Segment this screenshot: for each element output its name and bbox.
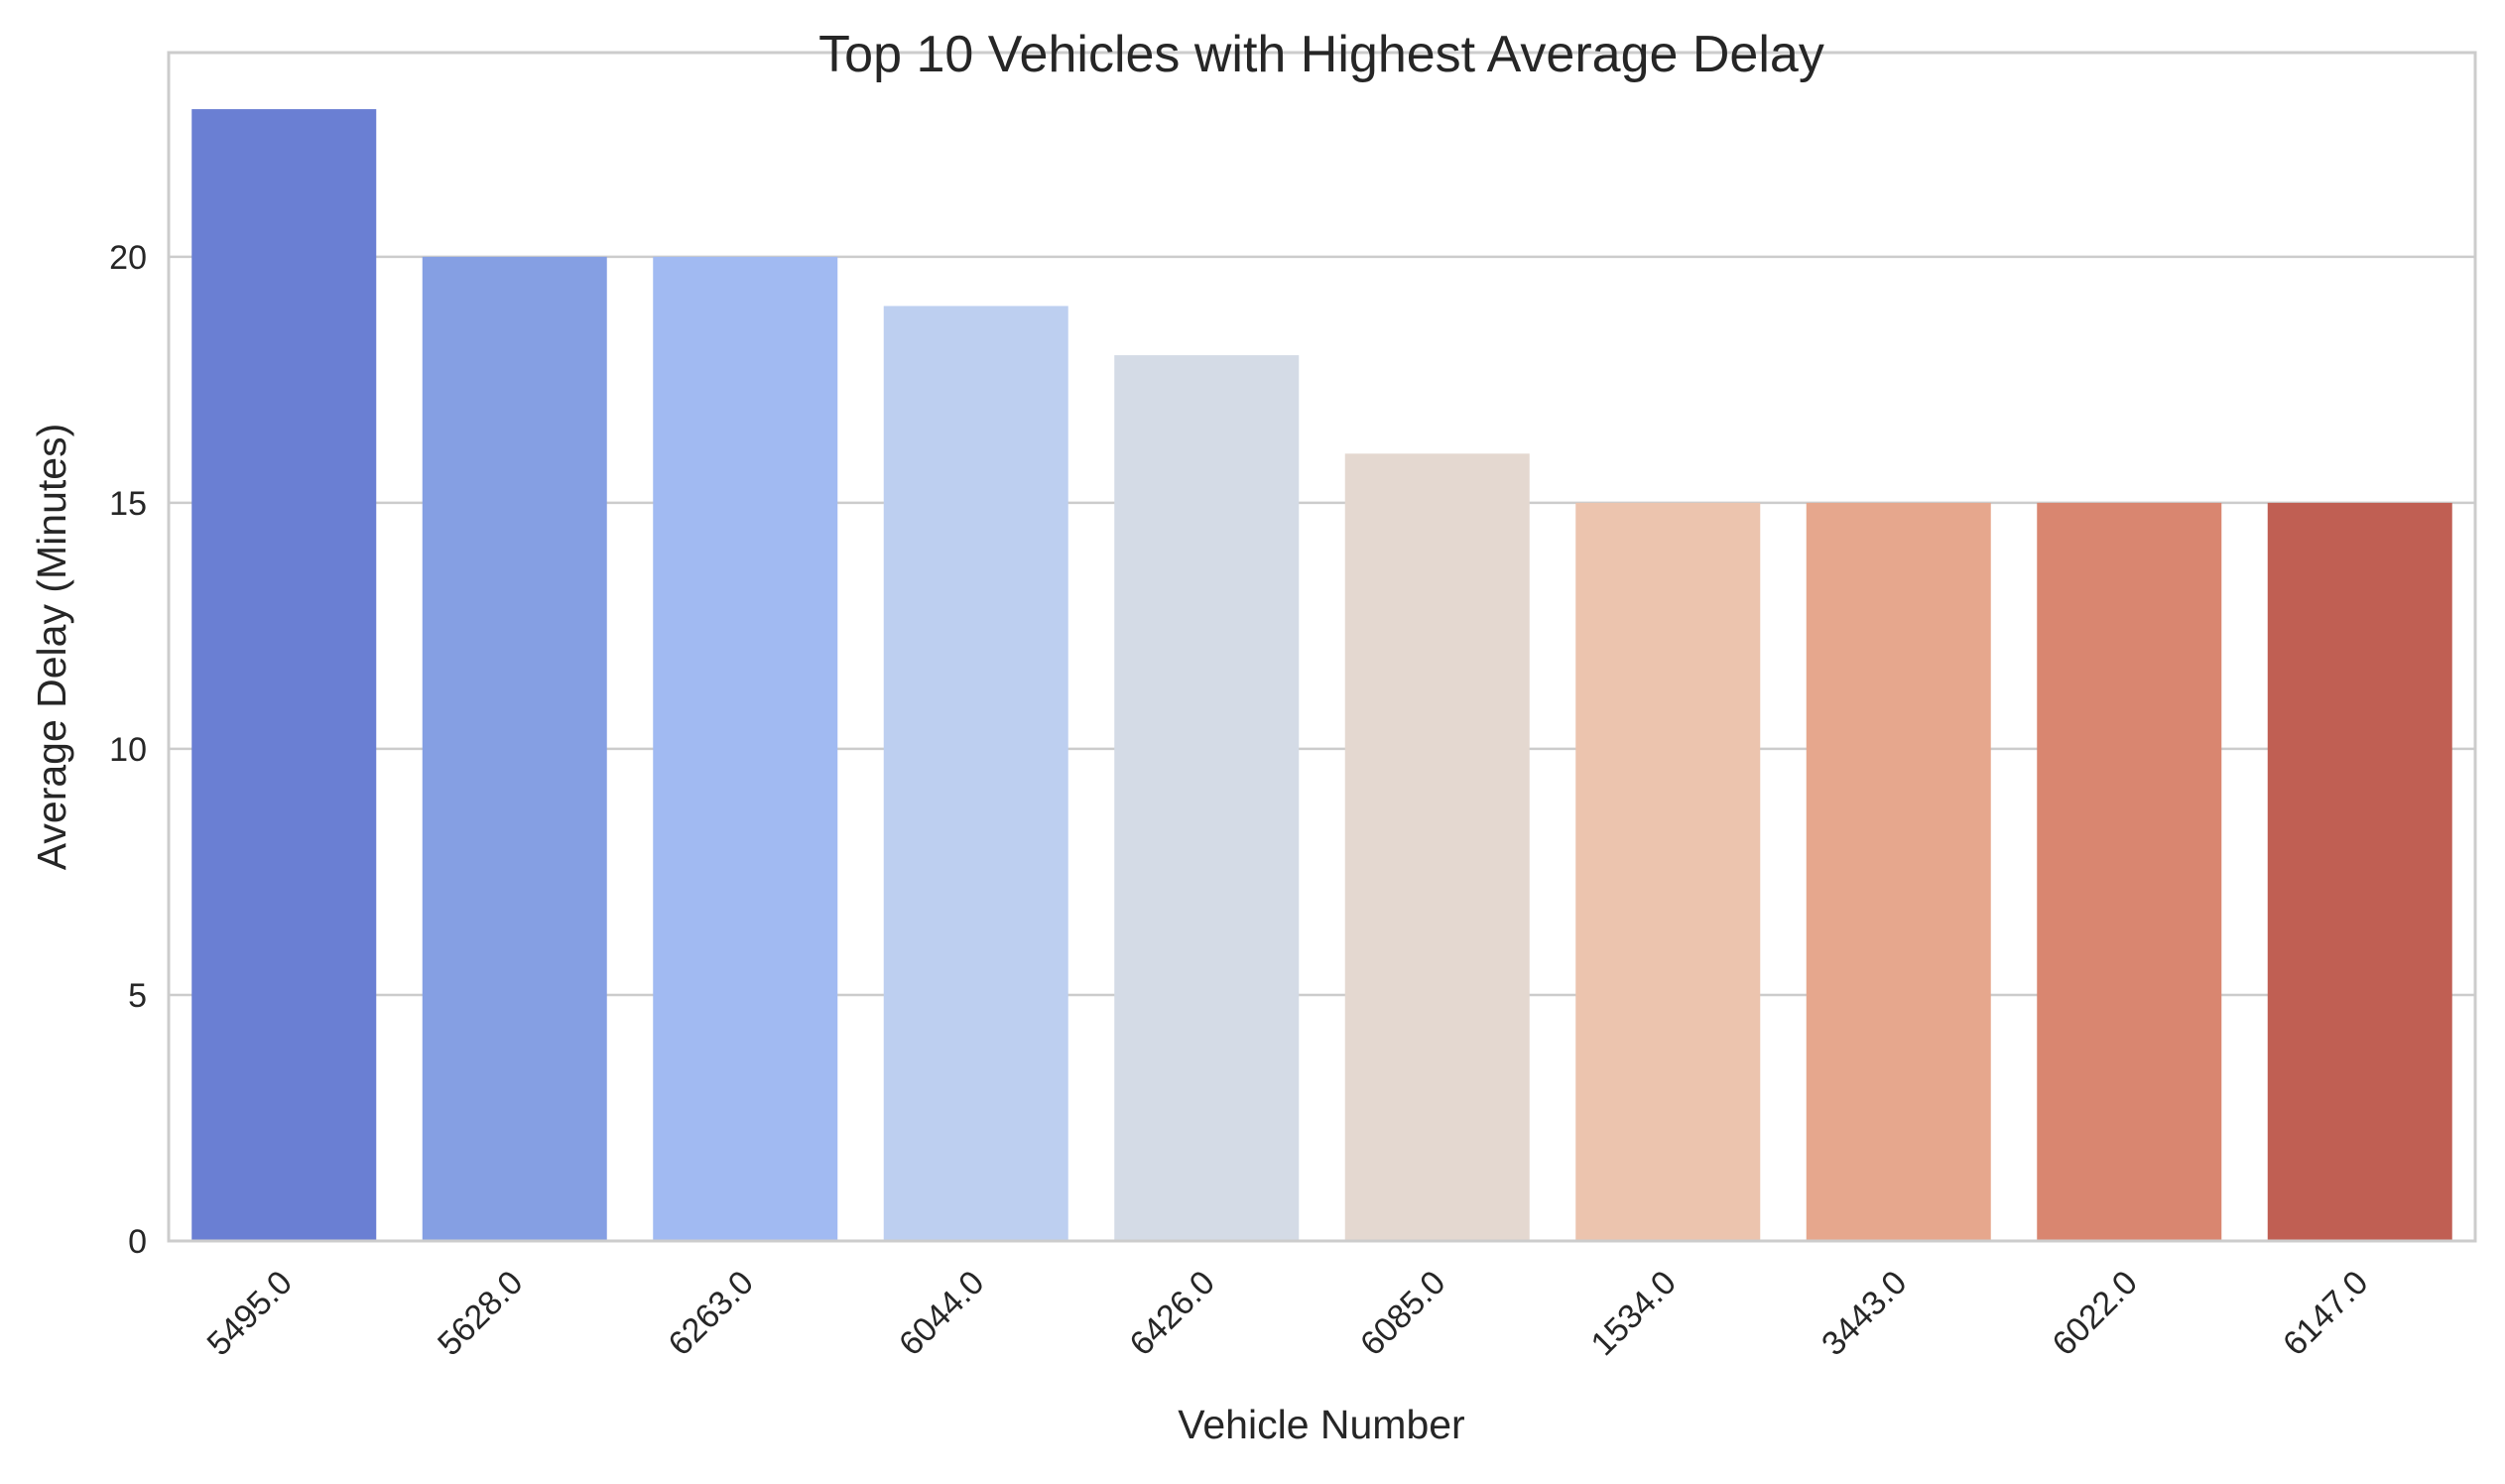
- bar-6022.0: [2037, 502, 2222, 1241]
- y-tick-label: 0: [128, 1223, 147, 1261]
- y-tick-label: 20: [109, 239, 147, 277]
- x-tick-label: 6085.0: [1353, 1264, 1452, 1363]
- x-tick-label: 3443.0: [1815, 1264, 1914, 1363]
- plot-frame: [167, 51, 2477, 1243]
- bar-3443.0: [1806, 502, 1991, 1241]
- bar-6085.0: [1344, 453, 1530, 1241]
- x-tick-label: 6147.0: [2276, 1264, 2375, 1363]
- x-tick-label: 5628.0: [431, 1264, 530, 1363]
- x-tick-label: 6426.0: [1122, 1264, 1221, 1363]
- x-tick-label: 5495.0: [199, 1264, 299, 1363]
- y-tick-label: 15: [109, 485, 147, 523]
- bar-6044.0: [883, 306, 1068, 1241]
- x-tick-label: 6022.0: [2045, 1264, 2144, 1363]
- chart-title: Top 10 Vehicles with Highest Average Del…: [818, 26, 1824, 83]
- bar-6147.0: [2267, 502, 2452, 1241]
- x-tick-label: 1534.0: [1583, 1264, 1683, 1363]
- bar-5628.0: [422, 256, 607, 1241]
- x-axis-label: Vehicle Number: [1178, 1402, 1464, 1447]
- y-tick-label: 5: [128, 977, 147, 1015]
- y-axis-label: Average Delay (Minutes): [29, 424, 74, 870]
- bars: [191, 109, 2452, 1242]
- bar-6426.0: [1114, 355, 1300, 1241]
- x-tick-label: 6044.0: [892, 1264, 991, 1363]
- x-tick-labels: 5495.0 5628.0 6263.0 6044.0 6426.0 6085.0 1534…: [199, 1264, 2375, 1363]
- x-tick-label: 6263.0: [661, 1264, 760, 1363]
- bar-5495.0: [191, 109, 377, 1242]
- y-tick-labels: 0 5 10 15 20: [109, 239, 147, 1261]
- bar-6263.0: [653, 256, 838, 1241]
- bar-1534.0: [1575, 502, 1761, 1241]
- y-tick-label: 10: [109, 731, 147, 769]
